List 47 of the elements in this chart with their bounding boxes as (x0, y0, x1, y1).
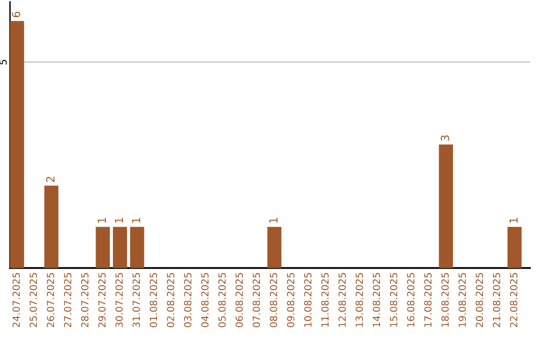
x-tick-label: 17.08.2025 (424, 273, 432, 327)
x-tick-label: 22.08.2025 (510, 273, 518, 328)
data-label: 3 (440, 135, 450, 141)
y-tick-label: 5 (0, 60, 7, 64)
x-tick-label: 25.07.2025 (30, 273, 38, 328)
bar (112, 226, 128, 268)
data-label: 1 (114, 218, 124, 223)
x-tick-label: 04.08.2025 (201, 273, 209, 328)
x-tick-label: 18.08.2025 (441, 273, 449, 327)
x-tick-label: 29.07.2025 (98, 273, 106, 328)
x-tick-label: 27.07.2025 (64, 273, 72, 328)
data-label: 1 (510, 218, 518, 223)
x-tick-label: 08.08.2025 (270, 273, 278, 328)
x-tick-label: 07.08.2025 (252, 273, 260, 328)
bar (267, 226, 282, 268)
x-tick-label: 15.08.2025 (390, 273, 398, 327)
data-label: 1 (98, 218, 106, 223)
x-tick-label: 11.08.2025 (321, 273, 329, 327)
x-tick-label: 03.08.2025 (184, 273, 192, 328)
bar (96, 226, 110, 268)
bar (438, 144, 453, 268)
x-tick-label: 30.07.2025 (115, 273, 123, 328)
data-label: 1 (132, 218, 140, 223)
x-tick-label: 21.08.2025 (492, 273, 500, 328)
x-tick-label: 20.08.2025 (476, 273, 484, 328)
data-label: 2 (46, 176, 54, 182)
x-tick-label: 02.08.2025 (166, 273, 174, 328)
bar (10, 20, 24, 268)
x-tick-label: 24.07.2025 (12, 273, 20, 328)
x-tick-label: 09.08.2025 (287, 273, 294, 328)
x-tick-label: 10.08.2025 (304, 273, 312, 327)
x-tick-label: 01.08.2025 (150, 273, 158, 328)
x-tick-label: 16.08.2025 (407, 273, 414, 327)
x-tick-label: 28.07.2025 (81, 273, 88, 328)
data-label: 6 (12, 12, 20, 18)
x-tick-label: 19.08.2025 (458, 273, 466, 327)
x-tick-label: 26.07.2025 (46, 273, 54, 328)
x-tick-label: 12.08.2025 (338, 273, 346, 327)
x-tick-label: 14.08.2025 (372, 273, 380, 327)
data-label: 1 (269, 218, 278, 223)
bar (508, 226, 522, 268)
bar (44, 186, 58, 268)
bar (130, 226, 144, 268)
x-tick-label: 05.08.2025 (218, 273, 226, 328)
x-tick-label: 13.08.2025 (356, 273, 363, 327)
x-tick-label: 31.07.2025 (132, 273, 140, 328)
x-tick-label: 06.08.2025 (236, 273, 243, 328)
